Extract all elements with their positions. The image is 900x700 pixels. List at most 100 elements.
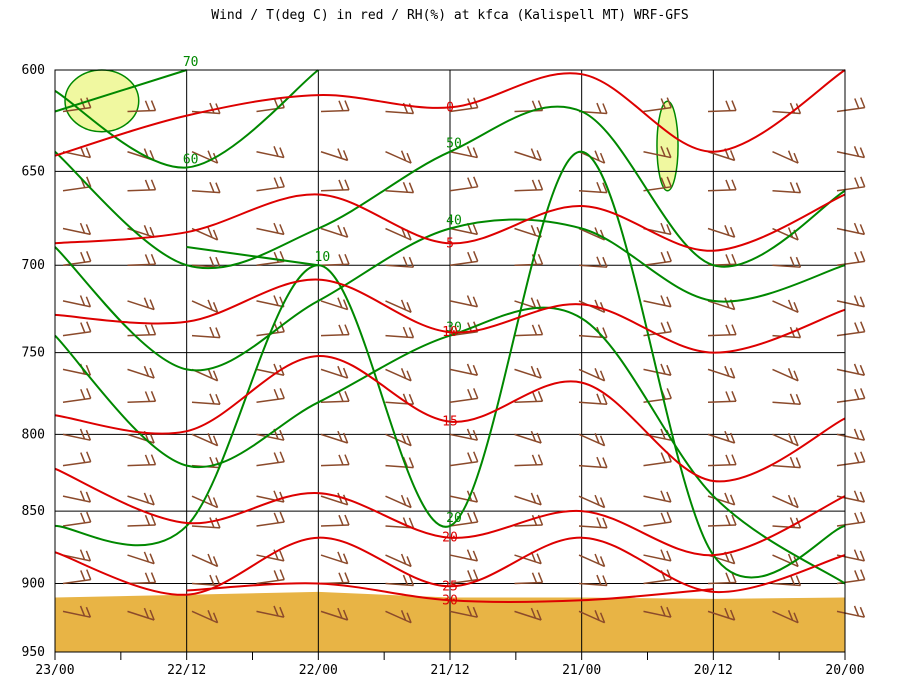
wind-barb-flag [344,514,350,526]
wind-barb-flag [338,100,344,112]
wind-barb-shaft [578,368,605,382]
wind-barb [707,454,737,467]
wind-barb-flag [86,569,92,580]
wind-barb-flag [789,181,796,193]
wind-barb [578,574,608,587]
wind-barb-flag [467,452,473,463]
wind-barb [449,549,479,562]
wind-barb-flag [149,432,155,444]
wind-barb-flag [338,179,344,191]
x-tick-label: 21/00 [562,663,601,678]
wind-barb-shaft [256,521,285,527]
wind-barb-shaft [127,495,155,506]
wind-barb-flag [725,454,731,466]
wind-barb [514,324,544,337]
wind-barb-flag [273,549,279,560]
temperature-contour-line [54,467,846,557]
wind-barb [385,610,412,624]
wind-barb-flag [400,368,407,379]
wind-barb [836,97,866,113]
wind-barb-flag [787,494,794,506]
wind-barb-flag [666,388,672,399]
wind-barb [707,514,737,527]
wind-barb-shaft [836,433,865,441]
wind-barb-flag [212,302,219,313]
wind-barb-flag [473,388,479,399]
wind-barb-shaft [320,524,350,527]
wind-barb-shaft [707,333,737,337]
wind-barb-shaft [772,300,799,313]
wind-barb-flag [602,182,608,193]
wind-barb-shaft [320,433,348,444]
wind-barbs [62,97,866,624]
temperature-contour-line [54,354,846,483]
wind-barb-shaft [643,300,672,308]
wind-barb-flag [793,152,799,164]
wind-barb-flag [660,251,666,263]
wind-barb-flag [537,324,544,335]
wind-barb-flag [149,150,155,161]
wind-barb-flag [279,388,285,399]
wind-barb-flag [725,391,731,402]
wind-barb-shaft [449,433,478,441]
wind-barb-flag [731,179,737,191]
wind-barb-flag [854,251,860,263]
wind-barb-flag [209,181,215,193]
rh-contour-label: 70 [183,55,199,70]
wind-barb-flag [143,551,150,563]
wind-barb-flag [215,327,221,338]
wind-barb [256,569,285,585]
wind-barb-shaft [707,300,735,311]
wind-barb-flag [402,256,409,268]
wind-barb-shaft [320,227,348,238]
wind-barb-shaft [449,227,478,236]
x-tick-label: 22/00 [299,663,338,678]
wind-barb-shaft [127,463,156,467]
y-axis-ticks: 600 650 700 750 800 850 900 950 [22,63,45,660]
wind-barb-flag [795,393,802,405]
wind-barb [772,150,799,164]
wind-barb [191,256,221,268]
temperature-contour-label: 25 [442,579,458,594]
y-tick-label: 750 [22,346,45,361]
wind-barb-flag [337,551,343,563]
wind-barb [62,605,92,618]
wind-barb-shaft [772,433,799,447]
wind-barb [772,456,802,469]
wind-barb-shaft [578,525,607,529]
wind-barb-flag [530,365,537,377]
wind-barb-shaft [643,578,672,585]
wind-barb-flag [594,610,600,621]
wind-barb [62,388,92,404]
wind-barb [127,324,157,337]
wind-barb-flag [467,251,473,263]
wind-barb-shaft [707,151,735,162]
wind-barb-shaft [514,524,543,527]
wind-barb [578,256,608,268]
wind-barb-flag [729,609,736,621]
wind-barb-shaft [256,368,285,376]
wind-barb-shaft [772,464,801,469]
wind-barb-flag [85,224,92,235]
wind-barb-flag [666,321,672,332]
wind-barb-flag [729,432,736,444]
wind-barb-flag [466,295,473,306]
wind-barb-shaft [256,260,285,266]
wind-barb-shaft [256,397,285,404]
wind-barb-flag [859,147,866,158]
wind-barb-flag [795,103,802,114]
wind-barb [127,297,155,311]
wind-barb-flag [724,607,730,619]
wind-barb-flag [854,452,860,463]
wind-barb-flag [144,254,151,265]
wind-barb [191,610,219,624]
wind-barb-flag [596,256,602,268]
wind-barb-shaft [320,109,350,113]
wind-barb-flag [80,322,86,333]
wind-barb-shaft [578,495,605,509]
wind-barb-flag [787,610,794,621]
wind-barb-flag [860,451,866,463]
wind-barb-shaft [320,151,348,162]
wind-barb-flag [537,454,544,465]
